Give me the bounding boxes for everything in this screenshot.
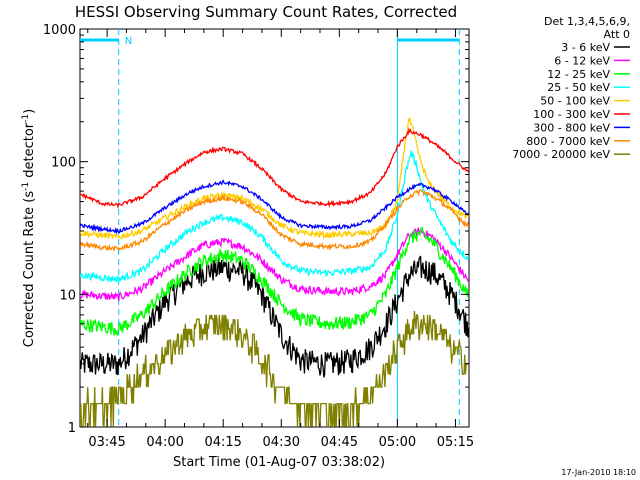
y-tick-label: 100 <box>51 156 76 171</box>
series-line-5 <box>80 117 469 241</box>
x-tick-label: 05:00 <box>379 435 416 450</box>
series-line-3 <box>80 226 469 337</box>
legend-label: 25 - 50 keV <box>547 81 610 94</box>
legend-header-line1: Det 1,3,4,5,6,9, <box>544 15 630 28</box>
y-tick-label: 10 <box>59 288 76 303</box>
series-line-8 <box>80 188 469 252</box>
y-label-sup2: -1 <box>21 114 31 123</box>
x-tick-label: 04:30 <box>263 435 300 450</box>
legend-label: 7000 - 20000 keV <box>512 148 610 161</box>
series-layer <box>80 117 469 427</box>
x-tick-label: 04:45 <box>321 435 358 450</box>
y-label-sup1: -1 <box>21 182 31 191</box>
x-tick-label: 04:15 <box>204 435 241 450</box>
legend-header-line2: Att 0 <box>604 28 630 41</box>
legend-label: 800 - 7000 keV <box>526 135 610 148</box>
date-stamp: 17-Jan-2010 18:10 <box>561 468 636 477</box>
series-line-4 <box>80 150 469 284</box>
series-line-9 <box>80 310 469 427</box>
series-line-6 <box>80 127 469 210</box>
x-tick-label: 04:00 <box>146 435 183 450</box>
legend-label: 12 - 25 keV <box>547 68 610 81</box>
x-tick-label: 03:45 <box>88 435 125 450</box>
legend-label: 50 - 100 keV <box>540 95 610 108</box>
legend-label: 3 - 6 keV <box>561 41 610 54</box>
legend-label: 6 - 12 keV <box>554 54 610 67</box>
y-label-part1: Corrected Count Rate (s <box>22 191 37 348</box>
x-tick-label: 05:15 <box>437 435 474 450</box>
y-label-part2: detector <box>22 122 37 182</box>
legend-label: 300 - 800 keV <box>533 121 610 134</box>
y-axis-ticks: 1 10 100 1000 <box>43 23 469 436</box>
y-tick-label: 1 <box>68 421 76 436</box>
chart-title: HESSI Observing Summary Count Rates, Cor… <box>75 3 457 21</box>
series-line-7 <box>80 179 469 235</box>
night-marker: N <box>125 36 132 47</box>
y-axis-label: Corrected Count Rate (s-1 detector-1) <box>21 109 37 347</box>
y-tick-label: 1000 <box>43 23 76 38</box>
legend-label: 100 - 300 keV <box>533 108 610 121</box>
series-line-1 <box>80 255 469 378</box>
x-axis-ticks: 03:45 04:00 04:15 04:30 04:45 05:00 05:15 <box>87 29 474 450</box>
y-label-part3: ) <box>22 109 37 114</box>
x-axis-label: Start Time (01-Aug-07 03:38:02) <box>173 455 385 470</box>
plot-frame <box>79 28 470 428</box>
series-line-2 <box>80 226 469 302</box>
